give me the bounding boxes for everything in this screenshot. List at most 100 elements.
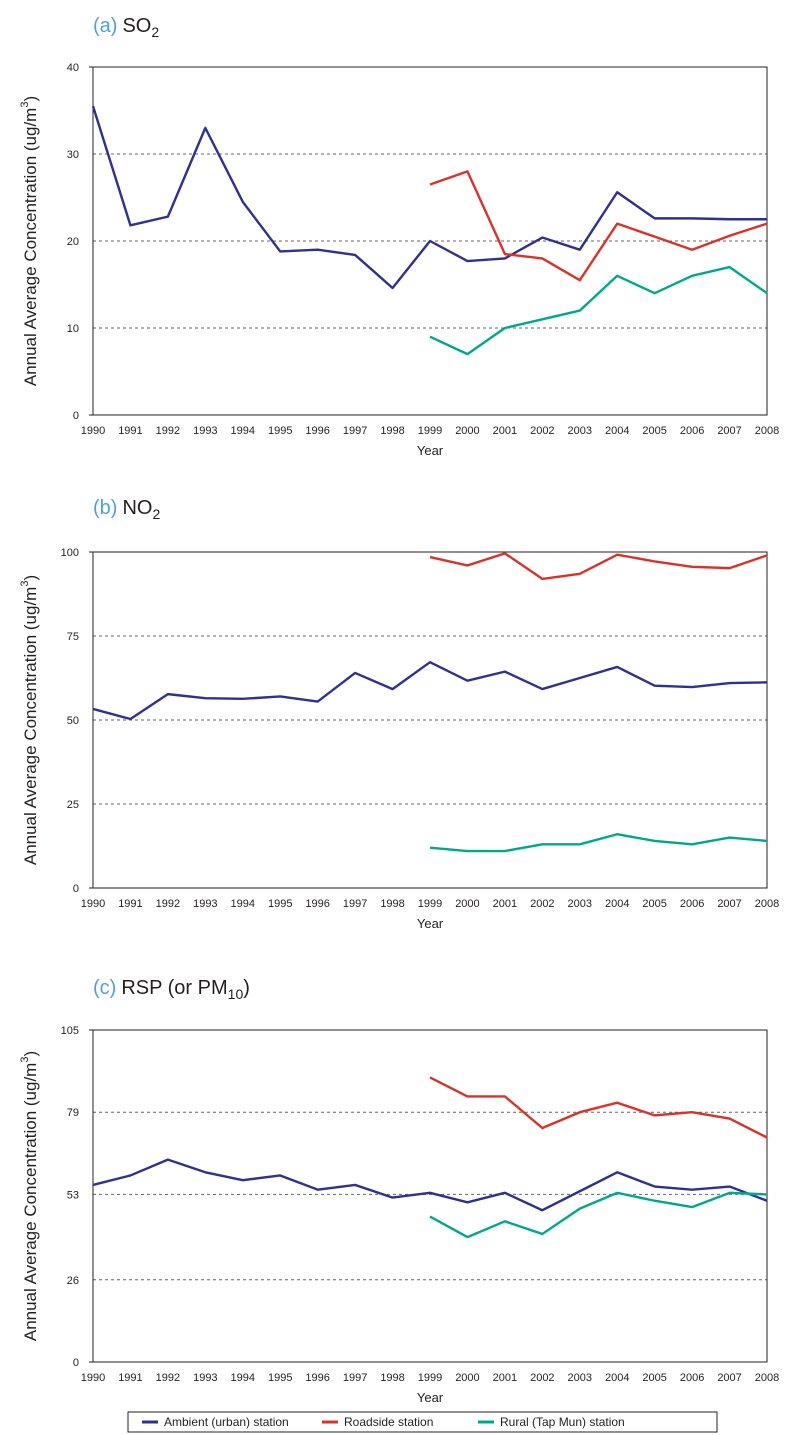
- x-tick-label: 2004: [605, 425, 629, 437]
- y-tick-label: 50: [67, 715, 79, 727]
- x-tick-label: 2004: [605, 898, 629, 910]
- y-tick-label: 53: [67, 1189, 79, 1201]
- data-line: [429, 265, 768, 356]
- x-tick-label: 2007: [717, 1372, 741, 1384]
- x-tick-label: 2002: [530, 898, 554, 910]
- y-axis-label-text: Annual Average Concentration (ug/m: [21, 108, 40, 386]
- x-tick-label: 2001: [493, 898, 517, 910]
- data-line: [429, 170, 768, 282]
- panel-title: (c) RSP (or PM10): [93, 977, 250, 1002]
- data-line: [429, 833, 768, 853]
- x-tick-label: 1990: [81, 1372, 105, 1384]
- panel-label: (b): [93, 497, 117, 519]
- x-tick-label: 1991: [118, 898, 142, 910]
- plot-frame: [92, 1029, 768, 1363]
- x-tick-label: 1991: [118, 1372, 142, 1384]
- x-tick-label: 1992: [156, 1372, 180, 1384]
- x-tick-label: 1993: [193, 898, 217, 910]
- x-tick-label: 1997: [343, 1372, 367, 1384]
- panel-subscript: 10: [228, 986, 244, 1002]
- panel-subscript: 2: [152, 506, 160, 522]
- y-axis-label-sup: 3: [19, 102, 31, 108]
- y-axis-label: Annual Average Concentration (ug/m3): [19, 1051, 40, 1341]
- y-tick-label: 10: [67, 323, 79, 335]
- x-tick-label: 1999: [418, 898, 442, 910]
- panel-name: RSP (or PM: [121, 977, 227, 999]
- x-tick-label: 1995: [268, 1372, 292, 1384]
- y-tick-label: 0: [73, 410, 79, 422]
- x-tick-label: 2006: [680, 1372, 704, 1384]
- x-tick-label: 2000: [455, 1372, 479, 1384]
- x-tick-label: 2002: [530, 1372, 554, 1384]
- x-tick-label: 1997: [343, 898, 367, 910]
- y-axis-label-text: Annual Average Concentration (ug/m: [21, 587, 40, 865]
- x-tick-label: 1990: [81, 898, 105, 910]
- y-axis-label: Annual Average Concentration (ug/m3): [19, 575, 40, 865]
- data-line: [91, 105, 767, 290]
- data-line: [429, 1191, 768, 1239]
- x-tick-label: 2005: [642, 425, 666, 437]
- x-tick-label: 2001: [493, 1372, 517, 1384]
- x-tick-label: 2001: [493, 425, 517, 437]
- y-tick-label: 79: [67, 1107, 79, 1119]
- x-tick-label: 2006: [680, 425, 704, 437]
- y-tick-label: 105: [61, 1025, 79, 1037]
- x-tick-label: 2006: [680, 898, 704, 910]
- x-tick-label: 1998: [380, 1372, 404, 1384]
- x-tick-label: 2007: [717, 425, 741, 437]
- data-line: [92, 661, 768, 721]
- panel-title: (a) SO2: [93, 15, 159, 40]
- legend-label: Rural (Tap Mun) station: [500, 1415, 625, 1429]
- panel-label: (c): [93, 977, 116, 999]
- x-tick-label: 1997: [343, 425, 367, 437]
- x-tick-label: 1990: [81, 425, 105, 437]
- data-line: [429, 1076, 768, 1139]
- x-tick-label: 2003: [568, 425, 592, 437]
- panel-subscript: 2: [151, 24, 159, 40]
- legend-label: Roadside station: [344, 1415, 433, 1429]
- y-axis-label-end: ): [21, 96, 40, 102]
- x-tick-label: 1993: [193, 425, 217, 437]
- x-tick-label: 2007: [717, 898, 741, 910]
- x-tick-label: 1992: [156, 898, 180, 910]
- x-tick-label: 2008: [755, 898, 779, 910]
- y-tick-label: 30: [67, 149, 79, 161]
- x-tick-label: 1998: [380, 425, 404, 437]
- data-line: [92, 1158, 768, 1212]
- panel-name: NO: [122, 497, 152, 519]
- x-tick-label: 1994: [231, 898, 255, 910]
- plot-frame: [92, 551, 768, 889]
- y-axis-label-sup: 3: [19, 1057, 31, 1063]
- panel-title: (b) NO2: [93, 497, 160, 522]
- x-tick-label: 2004: [605, 1372, 629, 1384]
- x-tick-label: 2000: [455, 898, 479, 910]
- legend-box: [127, 1411, 718, 1433]
- legend-label: Ambient (urban) station: [164, 1415, 289, 1429]
- y-tick-label: 75: [67, 631, 79, 643]
- panel-label: (a): [93, 15, 117, 37]
- x-tick-label: 1996: [305, 898, 329, 910]
- x-tick-label: 1993: [193, 1372, 217, 1384]
- x-tick-label: 1996: [305, 425, 329, 437]
- y-axis-label-sup: 3: [19, 581, 31, 587]
- y-tick-label: 26: [67, 1275, 79, 1287]
- y-tick-label: 40: [67, 62, 79, 74]
- x-tick-label: 2000: [455, 425, 479, 437]
- x-axis-label: Year: [417, 443, 444, 458]
- x-tick-label: 2003: [568, 1372, 592, 1384]
- x-tick-label: 1998: [380, 898, 404, 910]
- x-tick-label: 1992: [156, 425, 180, 437]
- x-tick-label: 2005: [642, 898, 666, 910]
- x-tick-label: 1991: [118, 425, 142, 437]
- x-tick-label: 1995: [268, 898, 292, 910]
- x-tick-label: 2002: [530, 425, 554, 437]
- y-axis-label-end: ): [21, 1051, 40, 1057]
- y-axis-label-text: Annual Average Concentration (ug/m: [21, 1063, 40, 1341]
- x-tick-label: 1999: [418, 425, 442, 437]
- y-tick-label: 0: [73, 1357, 79, 1369]
- x-tick-label: 2003: [568, 898, 592, 910]
- y-tick-label: 20: [67, 236, 79, 248]
- x-tick-label: 2008: [755, 1372, 779, 1384]
- x-tick-label: 1996: [305, 1372, 329, 1384]
